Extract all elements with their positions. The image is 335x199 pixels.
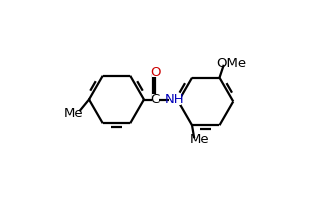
Text: Me: Me: [190, 134, 210, 146]
FancyBboxPatch shape: [169, 94, 181, 105]
Text: OMe: OMe: [216, 57, 246, 70]
Text: Me: Me: [64, 107, 84, 120]
FancyBboxPatch shape: [152, 94, 159, 105]
Text: C: C: [151, 93, 160, 106]
Text: O: O: [150, 65, 160, 79]
FancyBboxPatch shape: [152, 67, 159, 77]
Text: NH: NH: [165, 93, 185, 106]
